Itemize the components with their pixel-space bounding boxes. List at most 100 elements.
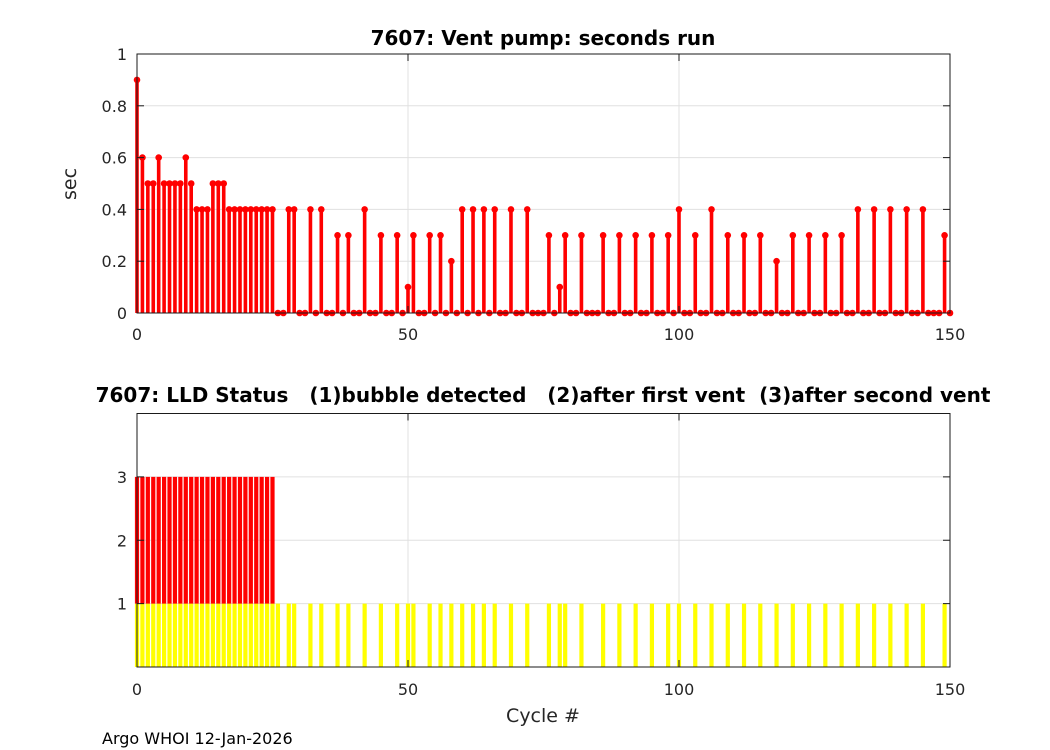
y-tick-label: 3 (117, 468, 127, 487)
stem-marker (263, 206, 271, 213)
status1-bar (633, 603, 638, 667)
status1-bar (579, 603, 584, 667)
status1-bar (725, 603, 730, 667)
status1-bar (232, 603, 237, 667)
status3-bar (183, 476, 188, 604)
y-tick-label: 1 (117, 595, 127, 614)
stem-marker (285, 206, 293, 213)
status1-bar (666, 603, 671, 667)
status1-bar (617, 603, 622, 667)
grid (136, 53, 951, 314)
stem-marker (377, 232, 385, 239)
axes-box: 0 50 100 150 1 2 3 (117, 413, 965, 699)
stem-series (133, 76, 954, 317)
status1-bar (335, 603, 340, 667)
status1-bar (904, 603, 909, 667)
stem-marker (469, 206, 477, 213)
status1-bar (888, 603, 893, 667)
status1-bar (693, 603, 698, 667)
stem-marker (426, 232, 433, 239)
stem-marker (410, 232, 417, 239)
stem-marker (307, 206, 314, 213)
stem-marker (209, 180, 217, 187)
stem-marker (616, 232, 623, 239)
status3-bar (172, 476, 178, 604)
x-tick-label: 150 (935, 325, 966, 344)
status1-bar (286, 603, 291, 667)
status1-bar (221, 603, 226, 667)
status1-bar (237, 603, 243, 667)
status1-bar (855, 603, 860, 667)
status1-bar (227, 603, 232, 667)
status1-bar (774, 603, 779, 667)
status3-bar (189, 476, 194, 604)
stem-marker (561, 232, 569, 239)
status1-bar (806, 603, 812, 667)
status1-bar (563, 603, 568, 667)
stem-marker (166, 180, 173, 187)
y-axis-label-sec: sec (59, 168, 81, 200)
stem-marker (675, 206, 683, 213)
x-tick-label: 0 (132, 325, 142, 344)
stem-marker (854, 206, 862, 213)
stem-marker (903, 206, 910, 213)
status1-bar (194, 603, 199, 667)
status1-bar (172, 603, 178, 667)
status1-bar (178, 603, 183, 667)
status3-bar (167, 476, 172, 604)
status3-bar (243, 476, 248, 604)
status1-bar (162, 603, 167, 667)
status1-bar (183, 603, 188, 667)
status1-bar (346, 603, 351, 667)
status3-bar (199, 476, 205, 604)
status1-bar (601, 603, 606, 667)
status1-bar (460, 603, 465, 667)
status3-bar (232, 476, 237, 604)
stem-marker (144, 180, 152, 187)
x-tick-label: 50 (398, 325, 418, 344)
status1-bar (676, 603, 682, 667)
status1-bar (438, 603, 443, 667)
status1-bar (275, 603, 281, 667)
stem-marker (838, 232, 845, 239)
stem-marker (556, 283, 564, 291)
status1-bar (557, 603, 562, 667)
x-tick-label: 100 (664, 325, 695, 344)
stem-marker (160, 180, 168, 187)
status3-bar (270, 476, 275, 604)
stem-marker (822, 232, 829, 239)
status1-bar (405, 603, 411, 667)
stem-marker (887, 206, 894, 213)
status1-bar (920, 603, 925, 667)
status3-bar (221, 476, 226, 604)
stem-marker (215, 180, 222, 187)
y-tick-label: 2 (117, 531, 127, 550)
stem-marker (258, 206, 265, 213)
status1-bar (167, 603, 172, 667)
stem-marker (757, 232, 764, 239)
status3-bar (194, 476, 199, 604)
stem-marker (345, 232, 352, 239)
x-tick-label: 50 (398, 680, 418, 699)
stem-marker (664, 232, 672, 239)
status3-bar (259, 476, 264, 604)
stem-marker (740, 232, 748, 239)
y-tick-label: 1 (117, 45, 127, 64)
status1-bar (210, 603, 215, 667)
status3-bar (227, 476, 232, 604)
status1-bar (872, 603, 877, 667)
stem-marker (458, 206, 466, 213)
stem-marker (361, 206, 368, 213)
stem-marker (177, 180, 184, 187)
status3-bar (216, 476, 221, 604)
status1-bar (319, 603, 324, 667)
stem-marker (236, 206, 244, 213)
status1-bar (145, 603, 150, 667)
stem-marker (578, 232, 585, 239)
stem-marker (691, 232, 699, 239)
stem-marker (393, 232, 401, 239)
status1-bar (427, 603, 432, 667)
stem-marker (480, 206, 488, 213)
x-tick-label: 0 (132, 680, 142, 699)
